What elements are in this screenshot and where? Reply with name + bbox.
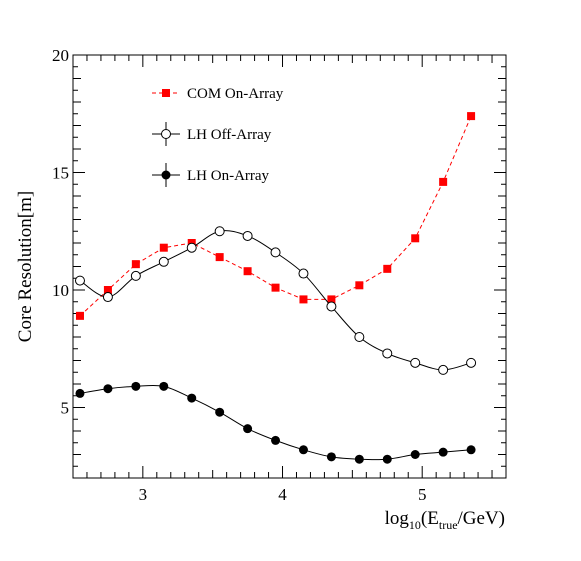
data-point-1 [354, 332, 365, 342]
data-point-2 [354, 454, 364, 464]
y-tick-label: 15 [52, 164, 69, 183]
data-point-0 [299, 295, 308, 304]
x-axis-title-prefix: log [385, 508, 410, 529]
x-axis-title-sub: true [439, 518, 458, 532]
data-point-0 [355, 281, 364, 290]
data-point-0 [103, 286, 112, 294]
data-point-2 [75, 388, 85, 398]
x-axis-title: log10(Etrue/GeV) [385, 508, 505, 532]
data-point-0 [383, 264, 392, 273]
data-point-1 [410, 357, 421, 368]
data-point-1 [242, 230, 253, 241]
data-point-1 [214, 226, 225, 237]
data-point-2 [466, 445, 476, 455]
legend-marker-lh-on-array [161, 170, 171, 180]
data-point-2 [103, 384, 113, 394]
data-point-2 [215, 407, 225, 417]
x-tick-label: 5 [418, 485, 427, 504]
data-point-1 [158, 256, 169, 267]
data-point-1 [186, 242, 197, 253]
legend-label-lh-off-array: LH Off-Array [187, 127, 272, 143]
data-point-1 [438, 364, 449, 375]
data-point-2 [271, 435, 281, 445]
data-point-0 [439, 177, 448, 186]
y-axis-ticks: 5 10 15 20 [52, 46, 506, 479]
data-point-2 [187, 393, 197, 403]
legend-entry-com-on-array: COM On-Array [152, 86, 284, 102]
data-point-1 [466, 357, 477, 368]
data-point-1 [102, 292, 113, 303]
legend-marker-com-on-array [162, 89, 170, 97]
data-point-1 [270, 247, 281, 258]
data-point-2 [243, 424, 253, 434]
data-point-1 [298, 268, 309, 279]
data-point-1 [130, 270, 141, 281]
data-point-0 [467, 112, 476, 121]
data-point-2 [438, 447, 448, 457]
y-tick-label: 20 [52, 46, 69, 65]
data-point-0 [215, 253, 224, 262]
data-point-0 [159, 243, 168, 252]
data-point-0 [327, 295, 336, 304]
x-axis-ticks: 3 4 5 [72, 55, 507, 504]
data-point-1 [382, 348, 393, 359]
x-axis-title-prefix-sub: 10 [409, 518, 421, 532]
legend-label-lh-on-array: LH On-Array [187, 168, 270, 184]
legend-entry-lh-off-array: LH Off-Array [152, 122, 272, 146]
y-tick-label: 10 [52, 281, 69, 300]
y-axis-title: Core Resolution[m] [15, 191, 36, 342]
data-point-2 [131, 381, 141, 391]
data-point-1 [326, 301, 337, 312]
series-line-2 [79, 384, 472, 461]
series-layer [74, 112, 477, 464]
legend-marker-lh-off-array [161, 129, 171, 139]
x-tick-label: 4 [278, 485, 287, 504]
data-point-2 [159, 381, 169, 391]
data-point-0 [131, 260, 140, 269]
legend: COM On-Array LH Off-Array LH On-Array [152, 86, 284, 187]
data-point-0 [75, 311, 84, 320]
x-tick-label: 3 [139, 485, 148, 504]
y-tick-label: 5 [61, 399, 70, 418]
data-point-2 [298, 445, 308, 455]
x-axis-title-close: /GeV) [458, 508, 505, 529]
x-axis-title-open: (E [421, 508, 439, 529]
data-point-0 [243, 267, 252, 276]
data-point-2 [410, 450, 420, 459]
legend-entry-lh-on-array: LH On-Array [152, 163, 270, 187]
data-point-2 [382, 454, 392, 464]
legend-label-com-on-array: COM On-Array [187, 86, 284, 102]
data-point-0 [411, 234, 420, 243]
data-point-2 [326, 452, 336, 462]
data-point-0 [271, 283, 280, 292]
data-point-1 [74, 275, 85, 286]
